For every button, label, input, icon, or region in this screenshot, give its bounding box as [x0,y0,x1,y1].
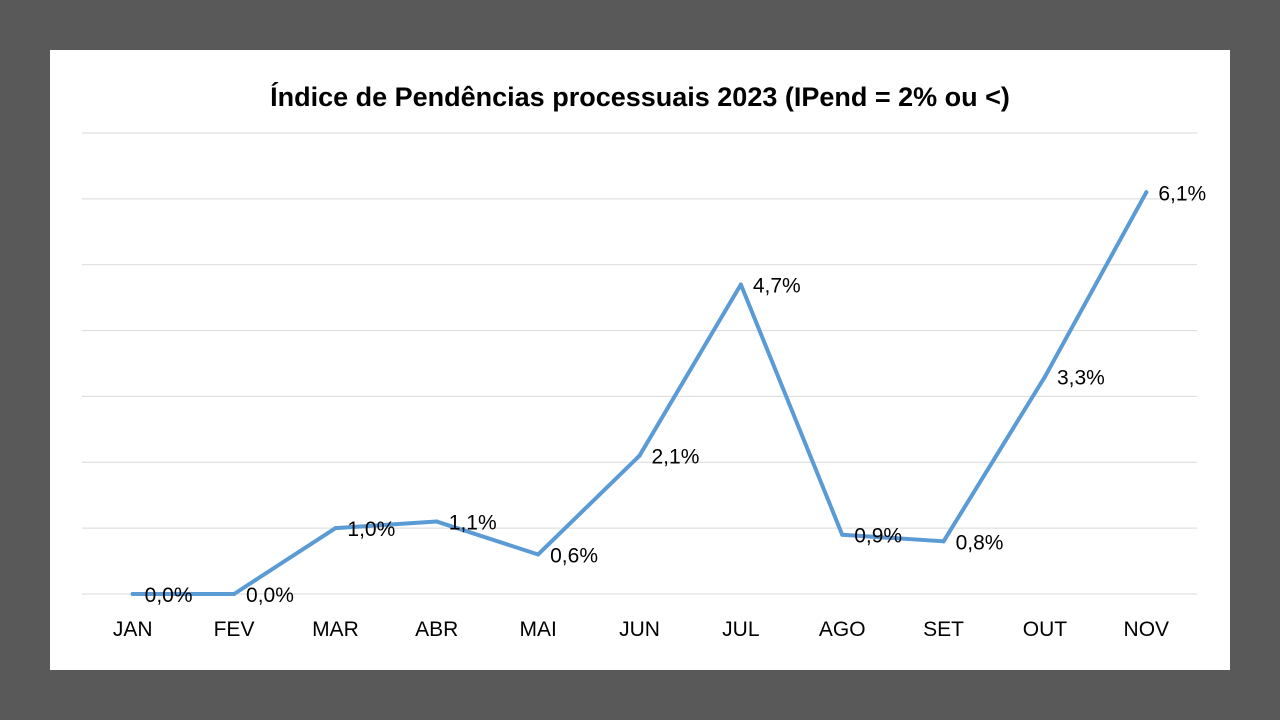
data-point [536,552,541,557]
data-label: 3,3% [1057,367,1105,390]
x-tick-label: ABR [415,618,458,641]
x-tick-label: MAR [312,618,359,641]
data-point [130,592,135,596]
data-label: 1,1% [449,512,497,535]
data-label: 0,8% [956,531,1004,554]
data-point [941,539,946,544]
x-tick-label: SET [923,618,964,641]
data-label: 6,1% [1158,182,1206,205]
data-point [434,519,439,524]
chart-title: Índice de Pendências processuais 2023 (I… [270,82,1010,112]
data-point [333,526,338,531]
x-tick-label: JUL [722,618,759,641]
data-label: 0,0% [145,584,193,607]
chart-card [50,50,1230,670]
data-point [840,532,845,537]
x-tick-label: AGO [819,618,866,641]
x-tick-label: JAN [113,618,153,641]
data-label: 0,0% [246,584,294,607]
data-point [738,282,743,287]
x-tick-label: OUT [1023,618,1068,641]
data-label: 2,1% [652,446,700,469]
data-label: 1,0% [347,518,395,541]
x-tick-label: MAI [519,618,556,641]
data-point [232,592,237,596]
data-point [1144,190,1149,195]
x-tick-label: FEV [214,618,255,641]
data-label: 0,6% [550,544,598,567]
data-label: 4,7% [753,274,801,297]
data-label: 0,9% [854,525,902,548]
data-point [637,453,642,458]
data-point [1042,374,1047,379]
x-tick-label: JUN [619,618,660,641]
x-tick-label: NOV [1124,618,1170,641]
